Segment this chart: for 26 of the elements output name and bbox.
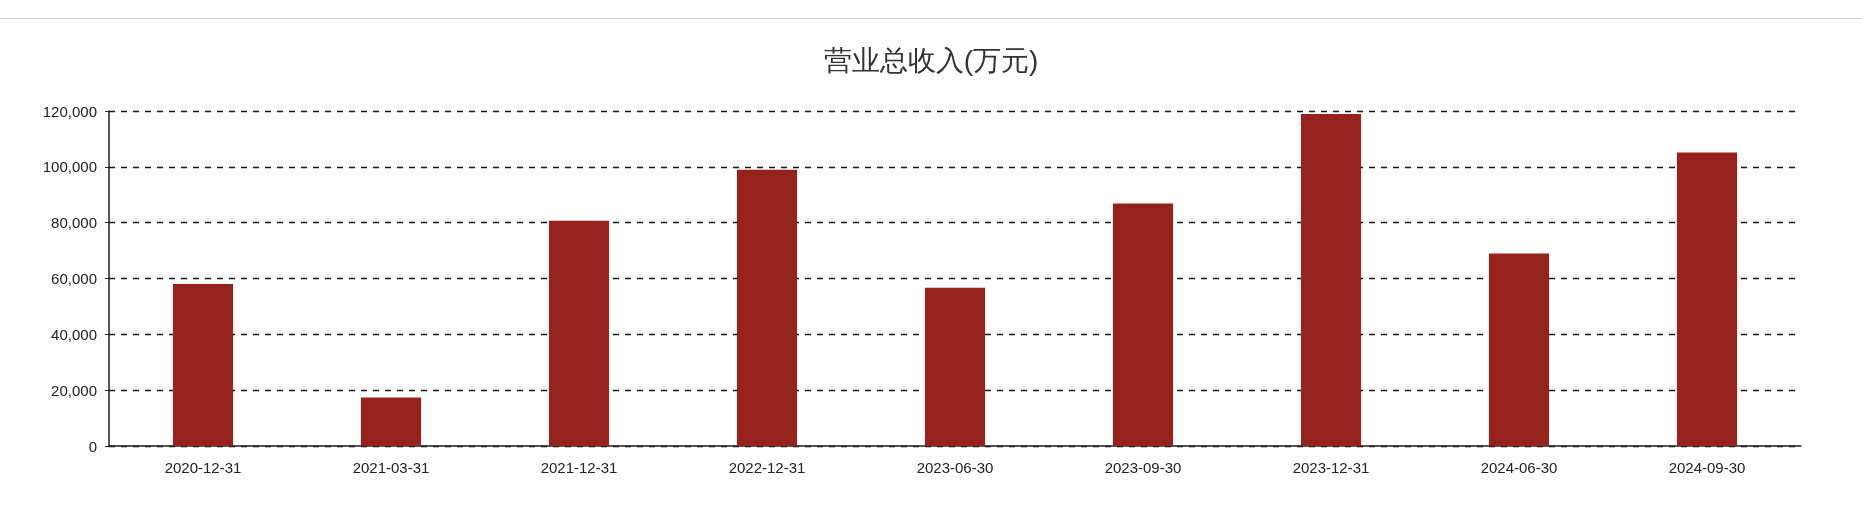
y-tick-label: 20,000	[51, 381, 97, 399]
chart-title: 营业总收入(万元)	[823, 44, 1039, 76]
x-tick-label: 2023-09-30	[1104, 459, 1182, 476]
y-tick-label: 40,000	[51, 325, 97, 343]
bar	[1488, 253, 1550, 446]
bar	[548, 220, 610, 446]
bar	[1112, 203, 1174, 446]
x-tick-label: 2021-12-31	[540, 459, 618, 476]
bar	[1300, 114, 1362, 446]
bar	[736, 169, 798, 446]
bar	[360, 397, 422, 446]
y-tick-label: 80,000	[51, 214, 97, 232]
y-tick-label: 120,000	[42, 102, 97, 120]
x-tick-label: 2021-03-31	[352, 459, 430, 476]
x-tick-label: 2020-12-31	[164, 459, 242, 476]
y-tick-label: 60,000	[51, 270, 97, 287]
x-tick-label: 2023-12-31	[1292, 459, 1370, 476]
x-tick-label: 2022-12-31	[728, 459, 806, 476]
bar	[1676, 152, 1738, 446]
x-tick-label: 2023-06-30	[916, 459, 994, 476]
x-tick-label: 2024-06-30	[1480, 459, 1558, 476]
bar	[172, 284, 234, 446]
y-tick-label: 100,000	[42, 158, 97, 176]
x-tick-label: 2024-09-30	[1668, 459, 1746, 476]
y-tick-label: 0	[88, 437, 97, 455]
bar	[924, 287, 986, 446]
